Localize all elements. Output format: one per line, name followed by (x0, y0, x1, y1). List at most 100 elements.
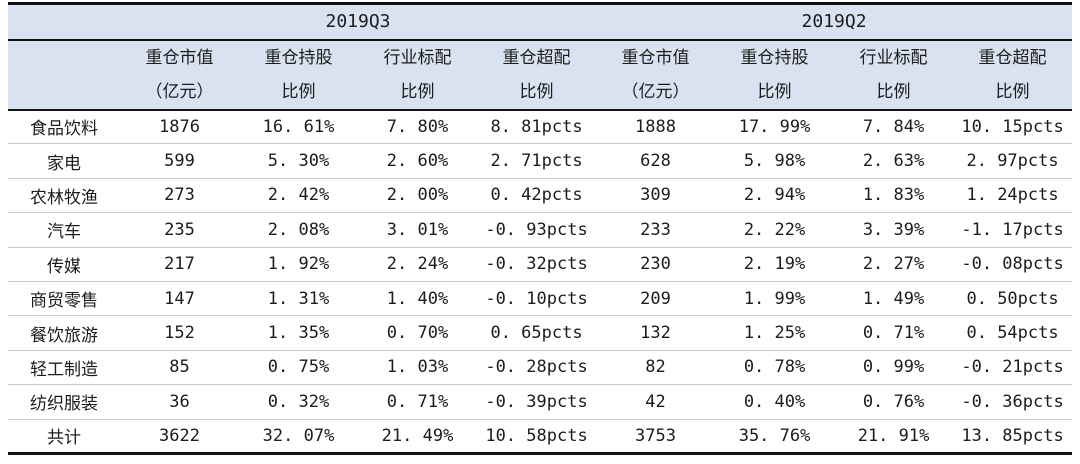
data-cell: -0. 28pcts (477, 349, 597, 385)
col-header-q3-market-value: 重仓市值 （亿元） (120, 39, 239, 111)
data-cell: 0. 75% (239, 349, 358, 385)
data-cell: -0. 10pcts (477, 280, 597, 316)
data-cell: 1888 (596, 109, 716, 144)
data-cell: 628 (596, 143, 716, 179)
data-cell: 3753 (596, 418, 716, 454)
row-label: 轻工制造 (8, 349, 120, 385)
data-cell: 0. 71% (358, 384, 477, 420)
data-cell: 309 (596, 177, 716, 213)
data-cell: 2. 60% (358, 143, 477, 179)
data-cell: 10. 15pcts (953, 109, 1073, 144)
row-label: 纺织服装 (8, 384, 120, 420)
data-cell: 3. 39% (834, 212, 954, 248)
table-row: 餐饮旅游 152 1. 35% 0. 70% 0. 65pcts 132 1. 25% 0. … (8, 315, 1073, 351)
data-cell: 1. 25% (715, 315, 835, 351)
data-cell: 32. 07% (239, 418, 358, 454)
data-cell: 1. 49% (834, 280, 954, 316)
row-label: 食品饮料 (8, 109, 120, 144)
data-cell: 7. 80% (358, 109, 477, 144)
data-cell: 16. 61% (239, 109, 358, 144)
data-cell: 152 (120, 315, 239, 351)
col-header-q2-overweight-ratio: 重仓超配 比例 (953, 39, 1073, 111)
data-cell: 233 (596, 212, 716, 248)
data-cell: 21. 49% (358, 418, 477, 454)
data-cell: 2. 00% (358, 177, 477, 213)
col-header-q2-holding-ratio: 重仓持股 比例 (715, 39, 835, 111)
table-row: 农林牧渔 273 2. 42% 2. 00% 0. 42pcts 309 2. 94% 1. … (8, 177, 1073, 213)
data-cell: 0. 99% (834, 349, 954, 385)
table-body: 食品饮料 1876 16. 61% 7. 80% 8. 81pcts 1888 17. 99… (8, 109, 1073, 454)
data-cell: 0. 71% (834, 315, 954, 351)
data-cell: 2. 08% (239, 212, 358, 248)
data-cell: 2. 97pcts (953, 143, 1073, 179)
data-cell: 2. 94% (715, 177, 835, 213)
quarter-header-2019q2: 2019Q2 (596, 3, 1073, 41)
data-cell: 42 (596, 384, 716, 420)
col-header-q3-holding-ratio: 重仓持股 比例 (239, 39, 358, 111)
data-cell: 2. 24% (358, 246, 477, 282)
data-cell: 0. 78% (715, 349, 835, 385)
table-row: 家电 599 5. 30% 2. 60% 2. 71pcts 628 5. 98% 2. 63… (8, 143, 1073, 179)
data-cell: 1. 40% (358, 280, 477, 316)
data-cell: 10. 58pcts (477, 418, 597, 454)
quarter-header-2019q3: 2019Q3 (120, 3, 597, 41)
table-row: 传媒 217 1. 92% 2. 24% -0. 32pcts 230 2. 19% 2. 2… (8, 246, 1073, 282)
data-cell: 0. 40% (715, 384, 835, 420)
data-cell: -0. 08pcts (953, 246, 1073, 282)
data-cell: 0. 42pcts (477, 177, 597, 213)
data-cell: 2. 22% (715, 212, 835, 248)
col-header-q2-benchmark-ratio: 行业标配 比例 (834, 39, 954, 111)
data-cell: 0. 65pcts (477, 315, 597, 351)
data-cell: 1. 99% (715, 280, 835, 316)
data-cell: 0. 32% (239, 384, 358, 420)
data-cell: 1. 24pcts (953, 177, 1073, 213)
data-cell: 17. 99% (715, 109, 835, 144)
data-cell: 217 (120, 246, 239, 282)
data-cell: 1. 83% (834, 177, 954, 213)
data-cell: -0. 32pcts (477, 246, 597, 282)
row-label: 传媒 (8, 246, 120, 282)
data-cell: 2. 71pcts (477, 143, 597, 179)
row-label: 农林牧渔 (8, 177, 120, 213)
data-cell: 1. 35% (239, 315, 358, 351)
data-cell: 2. 27% (834, 246, 954, 282)
data-cell: 0. 50pcts (953, 280, 1073, 316)
data-cell: -0. 21pcts (953, 349, 1073, 385)
data-cell: 599 (120, 143, 239, 179)
quarter-header-row: 2019Q3 2019Q2 (8, 3, 1073, 41)
data-cell: 1. 31% (239, 280, 358, 316)
corner-cell (8, 39, 120, 111)
data-cell: 230 (596, 246, 716, 282)
data-cell: 13. 85pcts (953, 418, 1073, 454)
corner-cell (8, 3, 120, 41)
data-cell: 273 (120, 177, 239, 213)
data-cell: 0. 70% (358, 315, 477, 351)
data-cell: 2. 42% (239, 177, 358, 213)
data-cell: 132 (596, 315, 716, 351)
row-label: 汽车 (8, 212, 120, 248)
data-cell: -1. 17pcts (953, 212, 1073, 248)
table-row: 轻工制造 85 0. 75% 1. 03% -0. 28pcts 82 0. 78% 0. 9… (8, 349, 1073, 385)
data-cell: 147 (120, 280, 239, 316)
data-cell: 3. 01% (358, 212, 477, 248)
table-row: 汽车 235 2. 08% 3. 01% -0. 93pcts 233 2. 22% 3. 3… (8, 212, 1073, 248)
table-row: 纺织服装 36 0. 32% 0. 71% -0. 39pcts 42 0. 40% 0. 7… (8, 384, 1073, 420)
col-header-q3-benchmark-ratio: 行业标配 比例 (358, 39, 477, 111)
data-cell: 35. 76% (715, 418, 835, 454)
row-label: 商贸零售 (8, 280, 120, 316)
fund-heavy-holdings-table: 2019Q3 2019Q2 重仓市值 （亿元） 重仓持股 比例 行业标配 比例 重仓超… (8, 2, 1073, 455)
data-cell: 82 (596, 349, 716, 385)
row-label: 共计 (8, 418, 120, 454)
data-cell: 209 (596, 280, 716, 316)
data-cell: 2. 19% (715, 246, 835, 282)
table-row: 商贸零售 147 1. 31% 1. 40% -0. 10pcts 209 1. 99% 1.… (8, 280, 1073, 316)
data-cell: -0. 93pcts (477, 212, 597, 248)
data-cell: 3622 (120, 418, 239, 454)
table-row: 食品饮料 1876 16. 61% 7. 80% 8. 81pcts 1888 17. 99… (8, 109, 1073, 144)
row-label: 餐饮旅游 (8, 315, 120, 351)
data-cell: 5. 30% (239, 143, 358, 179)
data-cell: 36 (120, 384, 239, 420)
data-cell: 1. 92% (239, 246, 358, 282)
data-cell: 21. 91% (834, 418, 954, 454)
